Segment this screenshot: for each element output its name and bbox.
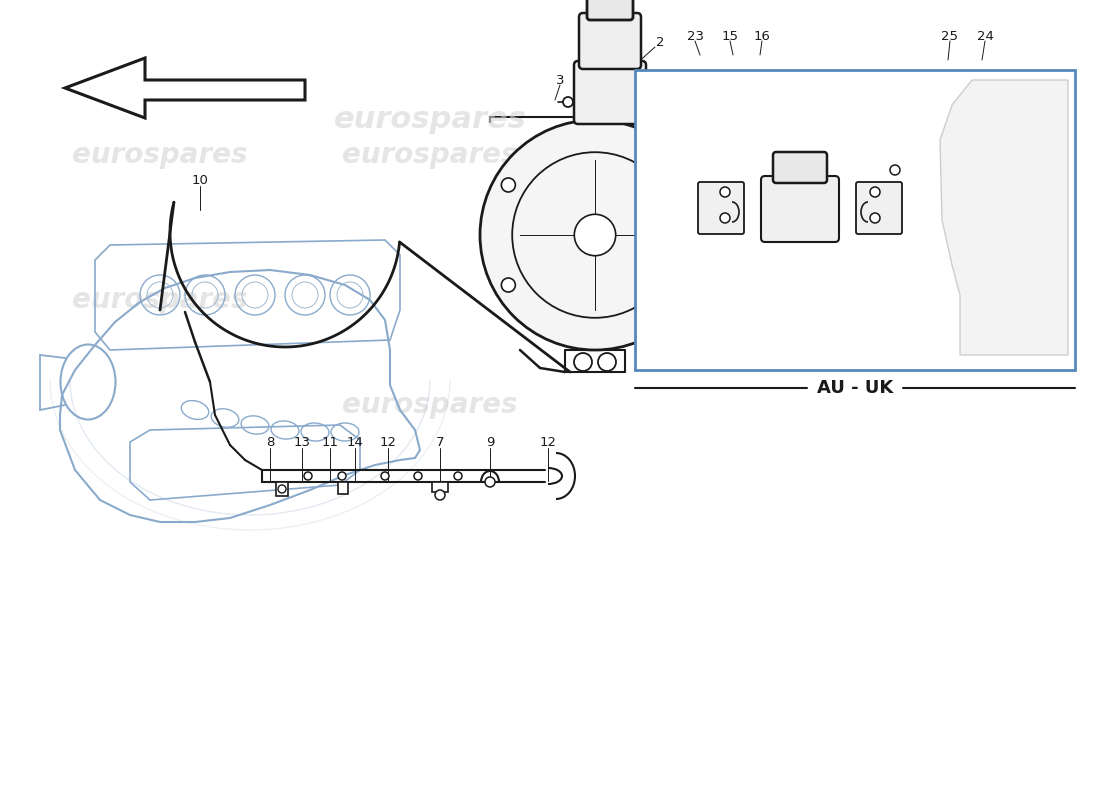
Circle shape bbox=[598, 353, 616, 371]
Text: 10: 10 bbox=[191, 174, 208, 186]
Text: 12: 12 bbox=[539, 435, 557, 449]
Circle shape bbox=[674, 178, 689, 192]
Text: 18: 18 bbox=[792, 351, 808, 365]
Text: 7: 7 bbox=[436, 435, 444, 449]
Circle shape bbox=[870, 187, 880, 197]
Circle shape bbox=[381, 472, 389, 480]
Circle shape bbox=[870, 213, 880, 223]
Circle shape bbox=[485, 477, 495, 487]
Text: eurospares: eurospares bbox=[333, 106, 527, 134]
Circle shape bbox=[338, 472, 346, 480]
Bar bbox=[432, 482, 448, 492]
Text: AU - UK: AU - UK bbox=[817, 379, 893, 397]
Text: 21: 21 bbox=[696, 351, 714, 365]
Circle shape bbox=[674, 278, 689, 292]
FancyBboxPatch shape bbox=[579, 13, 641, 69]
Circle shape bbox=[740, 189, 756, 205]
Bar bbox=[722, 175, 774, 295]
FancyBboxPatch shape bbox=[587, 0, 632, 20]
Text: 19: 19 bbox=[854, 351, 870, 365]
Text: 14: 14 bbox=[346, 435, 363, 449]
Polygon shape bbox=[65, 58, 305, 118]
Text: eurospares: eurospares bbox=[73, 141, 248, 169]
Text: 13: 13 bbox=[294, 435, 310, 449]
Circle shape bbox=[502, 178, 516, 192]
Bar bbox=[338, 482, 348, 494]
Text: 1: 1 bbox=[575, 95, 584, 109]
Text: 11: 11 bbox=[321, 435, 339, 449]
Circle shape bbox=[740, 265, 756, 281]
FancyBboxPatch shape bbox=[761, 176, 839, 242]
Circle shape bbox=[574, 214, 616, 256]
Circle shape bbox=[304, 472, 312, 480]
Text: 3: 3 bbox=[556, 74, 564, 86]
Text: 9: 9 bbox=[486, 435, 494, 449]
FancyBboxPatch shape bbox=[773, 152, 827, 183]
Circle shape bbox=[480, 120, 710, 350]
Text: 5: 5 bbox=[763, 314, 772, 326]
Bar bbox=[276, 482, 288, 496]
Text: 23: 23 bbox=[728, 351, 746, 365]
Circle shape bbox=[720, 213, 730, 223]
Bar bbox=[635, 70, 1075, 370]
Text: 22: 22 bbox=[661, 351, 679, 365]
Text: 20: 20 bbox=[760, 351, 777, 365]
Text: 4: 4 bbox=[730, 299, 739, 313]
Text: 24: 24 bbox=[977, 30, 993, 42]
Text: 5: 5 bbox=[706, 314, 714, 326]
Text: 23: 23 bbox=[686, 30, 704, 42]
Circle shape bbox=[574, 353, 592, 371]
Text: 6: 6 bbox=[795, 310, 804, 322]
Circle shape bbox=[502, 278, 516, 292]
Circle shape bbox=[434, 490, 446, 500]
Text: 12: 12 bbox=[379, 435, 396, 449]
Polygon shape bbox=[940, 80, 1068, 355]
Text: eurospares: eurospares bbox=[342, 391, 518, 419]
FancyBboxPatch shape bbox=[574, 61, 646, 124]
Text: eurospares: eurospares bbox=[73, 286, 248, 314]
Text: 2: 2 bbox=[656, 35, 664, 49]
Circle shape bbox=[563, 97, 573, 107]
Circle shape bbox=[720, 187, 730, 197]
Circle shape bbox=[740, 227, 756, 243]
Bar bbox=[774, 155, 792, 315]
FancyBboxPatch shape bbox=[856, 182, 902, 234]
Text: 16: 16 bbox=[754, 30, 770, 42]
FancyBboxPatch shape bbox=[698, 182, 744, 234]
Text: 17: 17 bbox=[822, 351, 838, 365]
Circle shape bbox=[414, 472, 422, 480]
Text: eurospares: eurospares bbox=[342, 141, 518, 169]
Text: 8: 8 bbox=[266, 435, 274, 449]
Circle shape bbox=[278, 485, 286, 493]
Text: 25: 25 bbox=[942, 30, 958, 42]
Circle shape bbox=[454, 472, 462, 480]
Text: 15: 15 bbox=[722, 30, 738, 42]
